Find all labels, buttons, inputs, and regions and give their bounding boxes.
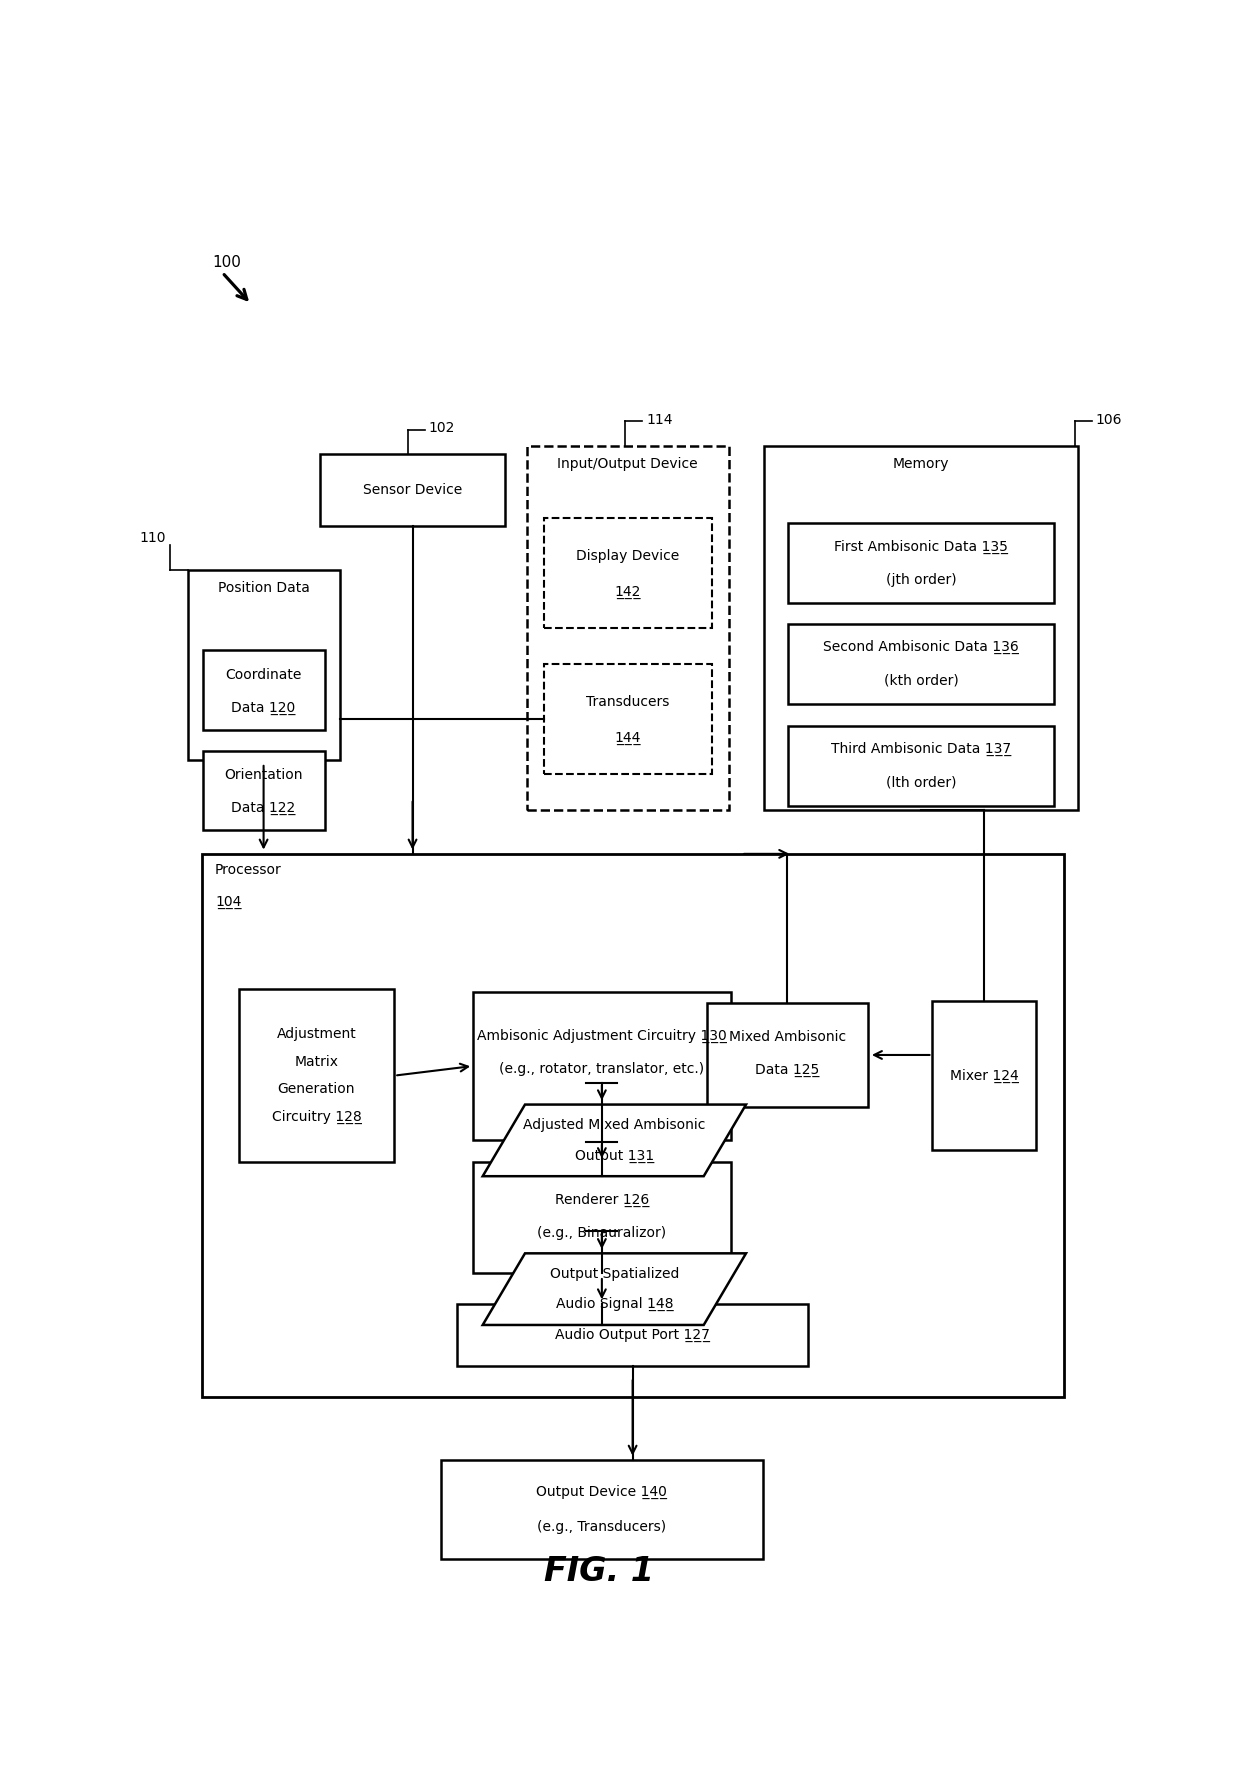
- Text: Third Ambisonic Data 1̲3̲7̲: Third Ambisonic Data 1̲3̲7̲: [831, 742, 1011, 757]
- Text: Memory: Memory: [893, 456, 949, 471]
- Bar: [932, 1002, 1037, 1150]
- Text: Output 1̲3̲1̲: Output 1̲3̲1̲: [575, 1149, 653, 1163]
- Bar: [202, 751, 325, 830]
- Text: Audio Output Port 1̲2̲7̲: Audio Output Port 1̲2̲7̲: [556, 1327, 711, 1342]
- Bar: [458, 1304, 808, 1365]
- Text: Output Device 1̲4̲0̲: Output Device 1̲4̲0̲: [537, 1485, 667, 1499]
- Text: Orientation: Orientation: [224, 767, 303, 782]
- Bar: [789, 624, 1054, 703]
- Bar: [187, 571, 340, 760]
- Text: FIG. 1: FIG. 1: [544, 1555, 653, 1589]
- Text: Display Device: Display Device: [577, 549, 680, 564]
- Text: 110: 110: [139, 531, 166, 546]
- Text: 1̲4̲2̲: 1̲4̲2̲: [615, 585, 641, 599]
- Text: Data 1̲2̲0̲: Data 1̲2̲0̲: [232, 701, 295, 716]
- Bar: [543, 664, 712, 775]
- Bar: [202, 649, 325, 730]
- Text: Input/Output Device: Input/Output Device: [558, 456, 698, 471]
- Text: Mixed Ambisonic: Mixed Ambisonic: [729, 1030, 846, 1045]
- Text: Ambisonic Adjustment Circuitry 1̲3̲0̲: Ambisonic Adjustment Circuitry 1̲3̲0̲: [477, 1029, 727, 1043]
- Bar: [764, 445, 1078, 810]
- Bar: [789, 726, 1054, 805]
- Text: (e.g., Transducers): (e.g., Transducers): [537, 1521, 666, 1535]
- Text: Data 1̲2̲5̲: Data 1̲2̲5̲: [755, 1063, 820, 1077]
- Bar: [474, 991, 730, 1140]
- Text: (lth order): (lth order): [885, 775, 956, 789]
- Text: 102: 102: [429, 420, 455, 435]
- Bar: [238, 989, 394, 1163]
- Text: Output Spatialized: Output Spatialized: [549, 1267, 680, 1281]
- Bar: [474, 1163, 730, 1272]
- Text: 1̲4̲4̲: 1̲4̲4̲: [615, 732, 641, 746]
- Text: First Ambisonic Data 1̲3̲5̲: First Ambisonic Data 1̲3̲5̲: [835, 540, 1008, 555]
- Text: Coordinate: Coordinate: [226, 667, 301, 682]
- Text: Mixer 1̲2̲4̲: Mixer 1̲2̲4̲: [950, 1068, 1019, 1082]
- Text: Position Data: Position Data: [218, 581, 310, 596]
- Text: Adjustment: Adjustment: [277, 1027, 356, 1041]
- Text: Audio Signal 1̲4̲8̲: Audio Signal 1̲4̲8̲: [556, 1297, 673, 1311]
- Text: Matrix: Matrix: [294, 1056, 339, 1068]
- Bar: [543, 517, 712, 628]
- Text: Circuitry 1̲2̲8̲: Circuitry 1̲2̲8̲: [272, 1109, 361, 1123]
- Text: (e.g., rotator, translator, etc.): (e.g., rotator, translator, etc.): [500, 1061, 704, 1075]
- Text: Adjusted Mixed Ambisonic: Adjusted Mixed Ambisonic: [523, 1118, 706, 1132]
- Text: Renderer 1̲2̲6̲: Renderer 1̲2̲6̲: [554, 1193, 649, 1208]
- Bar: [527, 445, 729, 810]
- Text: Processor: Processor: [215, 864, 281, 877]
- Text: Sensor Device: Sensor Device: [363, 483, 463, 497]
- Text: Generation: Generation: [278, 1082, 355, 1097]
- Bar: [789, 522, 1054, 603]
- Text: Transducers: Transducers: [587, 696, 670, 708]
- Text: Second Ambisonic Data 1̲3̲6̲: Second Ambisonic Data 1̲3̲6̲: [823, 640, 1019, 655]
- Text: 106: 106: [1096, 413, 1122, 428]
- Text: (e.g., Binauralizor): (e.g., Binauralizor): [537, 1225, 666, 1240]
- Polygon shape: [482, 1254, 746, 1326]
- Text: (jth order): (jth order): [885, 572, 956, 587]
- Text: 100: 100: [213, 256, 242, 270]
- Text: (kth order): (kth order): [884, 673, 959, 687]
- Bar: [441, 1460, 763, 1560]
- Bar: [320, 454, 505, 526]
- Bar: [707, 1002, 868, 1107]
- Bar: [202, 853, 1064, 1397]
- Polygon shape: [482, 1104, 746, 1175]
- Text: 114: 114: [646, 413, 672, 428]
- Text: 1̲0̲4̲: 1̲0̲4̲: [215, 894, 242, 909]
- Text: Data 1̲2̲2̲: Data 1̲2̲2̲: [232, 801, 295, 816]
